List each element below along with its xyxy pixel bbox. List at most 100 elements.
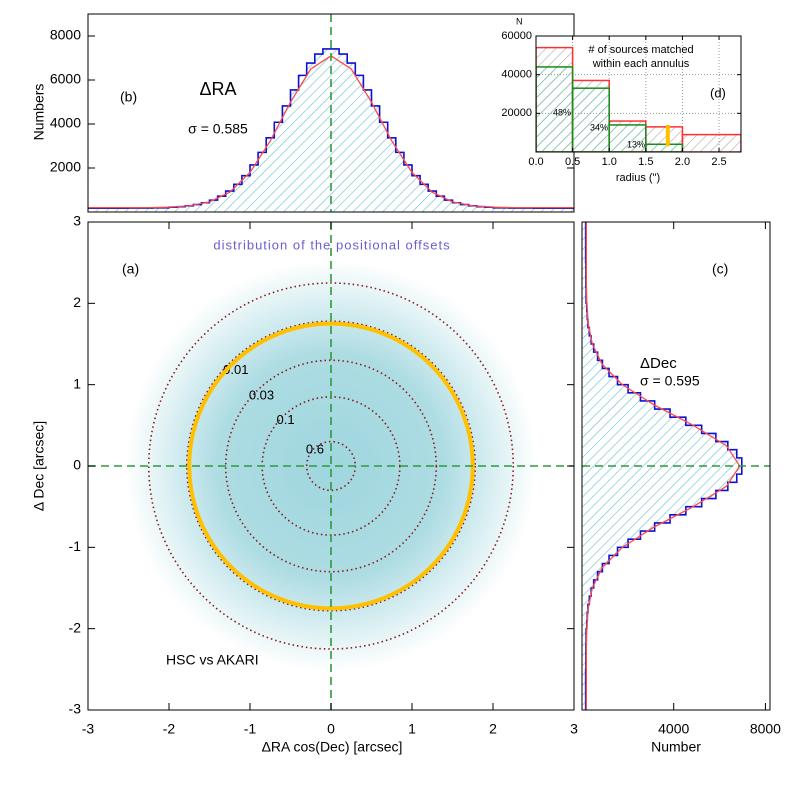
histogram-bar (582, 701, 586, 710)
histogram-bar (476, 206, 485, 212)
histogram-bar (582, 295, 587, 304)
histogram-bar (444, 200, 453, 212)
histogram-bar (582, 547, 618, 556)
histogram-bar (582, 303, 587, 312)
histogram-bar (582, 278, 586, 288)
y-tick-label: 60000 (501, 30, 532, 42)
histogram-bar (549, 208, 558, 212)
panel (88, 14, 574, 212)
histogram-bar (582, 270, 586, 279)
histogram-bar (582, 441, 728, 450)
y-tick-label: -2 (69, 619, 82, 635)
histogram-bar (582, 230, 586, 239)
histogram-bar (557, 208, 566, 212)
contour (147, 282, 515, 650)
histogram-bar (379, 122, 388, 212)
x-tick-label: 1 (408, 721, 416, 737)
histogram-bar (322, 48, 331, 212)
histogram-bar (452, 202, 461, 212)
histogram-bar (582, 514, 671, 523)
x-tick-label: 0.0 (528, 156, 543, 168)
histogram-bar (160, 207, 169, 212)
histogram-bar (428, 191, 437, 212)
histogram-bar (582, 376, 618, 385)
panel-label: (b) (120, 89, 137, 105)
histogram-bar (104, 208, 113, 212)
y-tick-label: 40000 (501, 69, 532, 81)
inset-title: # of sources matched (588, 44, 693, 56)
histogram-bar (582, 400, 655, 410)
histogram-bar (582, 571, 598, 580)
histogram-bar (608, 124, 647, 152)
histogram-bar (525, 208, 534, 212)
histogram-bar (582, 644, 586, 654)
histogram-bar (120, 208, 129, 212)
histogram-bar (582, 311, 588, 320)
histogram-bar (582, 457, 742, 466)
panel-label: (c) (712, 261, 728, 277)
histogram-bar (112, 208, 121, 212)
histogram-bar (565, 208, 574, 212)
panel (536, 36, 741, 152)
panel-label: (a) (122, 261, 139, 277)
histogram-bar (582, 238, 586, 247)
histogram-bar (582, 392, 641, 401)
percent-label: 34% (590, 122, 608, 132)
histogram-bar (582, 384, 629, 393)
histogram-bar (582, 425, 702, 434)
x-tick-label: 8000 (750, 721, 781, 737)
histogram-bar (314, 54, 323, 212)
histogram-bar (582, 490, 716, 499)
histogram-bar (420, 184, 429, 212)
inset-title: within each annulus (592, 58, 690, 70)
x-tick-label: 4000 (658, 721, 689, 737)
histogram-bar (225, 191, 234, 212)
histogram-bar (541, 208, 550, 212)
histogram-bar (509, 208, 518, 212)
histogram-bar (582, 319, 588, 328)
histogram-bar (582, 327, 590, 336)
y-tick-label: 4000 (50, 115, 81, 131)
histogram-bar (266, 137, 275, 212)
histogram-bar (582, 368, 610, 377)
x-tick-label: 2.0 (675, 156, 690, 168)
histogram-bar (582, 449, 737, 458)
contour-label: 0.6 (306, 441, 324, 456)
histogram-bar (582, 620, 587, 629)
histogram-bar (387, 137, 396, 212)
histogram-bar (582, 246, 586, 255)
histogram-bar (582, 498, 702, 507)
y-axis-label: Δ Dec [arcsec] (31, 421, 47, 511)
histogram-bar (582, 636, 587, 645)
histogram-bar (144, 208, 153, 212)
contour (186, 320, 476, 612)
histogram-bar (347, 63, 356, 212)
histogram-bar (355, 75, 364, 212)
contour-label: 0.03 (249, 388, 274, 403)
histogram-bar (209, 200, 218, 212)
histogram-bar (582, 693, 586, 702)
histogram-bar (582, 262, 586, 271)
histogram-bar (185, 205, 194, 212)
histogram-bar (582, 433, 716, 442)
histogram-bar (436, 196, 445, 212)
histogram-bar (331, 48, 340, 212)
histogram-bar (339, 54, 348, 212)
histogram-bar (233, 184, 242, 212)
histogram-bar (152, 207, 161, 212)
histogram-bar (582, 482, 728, 491)
x-axis-label: ΔRA cos(Dec) [arcsec] (262, 739, 403, 755)
panel-label: (d) (710, 85, 726, 100)
subtitle: distribution of the positional offsets (213, 237, 450, 252)
histogram-bar (582, 409, 671, 418)
x-tick-label: -1 (244, 721, 257, 737)
y-tick-label: 3 (73, 213, 81, 229)
histogram-bar (403, 164, 412, 212)
histogram-bar (306, 63, 315, 212)
histogram-bar (290, 89, 299, 212)
y-tick-label: 1 (73, 375, 81, 391)
y-tick-label: 0 (73, 457, 81, 473)
histogram-bar (582, 531, 641, 540)
annotation: HSC vs AKARI (166, 652, 259, 668)
